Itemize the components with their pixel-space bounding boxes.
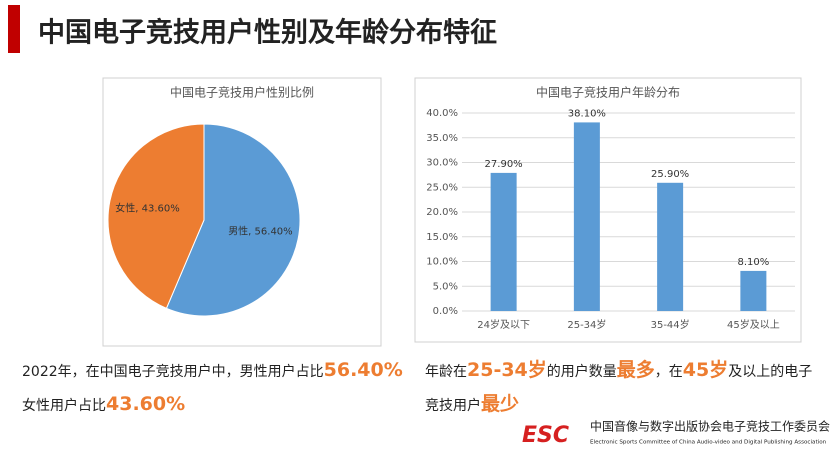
- y-tick-label: 0.0%: [433, 306, 458, 317]
- x-tick-label: 35-44岁: [651, 318, 690, 331]
- bar: [573, 122, 600, 311]
- pie-slice: [165, 123, 301, 317]
- data-label: 38.10%: [568, 108, 606, 119]
- y-tick-label: 25.0%: [426, 182, 458, 193]
- logo: ESC: [522, 423, 569, 448]
- caption-line: 竞技用户最少: [425, 388, 812, 422]
- y-tick-label: 40.0%: [426, 108, 458, 119]
- highlight-text: 56.40%: [323, 359, 403, 381]
- data-label: 8.10%: [737, 257, 769, 268]
- y-tick-label: 30.0%: [426, 158, 458, 169]
- data-label: 男性, 56.40%: [228, 225, 293, 238]
- y-tick-label: 20.0%: [426, 207, 458, 218]
- highlight-text: 最多: [616, 359, 655, 381]
- caption-text: 的用户数量: [546, 364, 617, 380]
- bar: [657, 182, 684, 311]
- x-tick-label: 24岁及以下: [477, 318, 530, 331]
- caption-text: 年龄在: [425, 364, 467, 380]
- data-label: 女性, 43.60%: [115, 201, 180, 214]
- pie-slice: [107, 123, 205, 309]
- bar: [740, 270, 767, 311]
- pie-frame: [102, 77, 382, 347]
- caption-text: 2022年，在中国电子竞技用户中，男性用户占比: [22, 364, 324, 380]
- org-english: Electronic Sports Committee of China Aud…: [590, 440, 827, 446]
- highlight-text: 最少: [481, 393, 520, 415]
- bar: [490, 172, 517, 311]
- slide-title: 中国电子竞技用户性别及年龄分布特征: [38, 17, 497, 49]
- caption-line: 2022年，在中国电子竞技用户中，男性用户占比56.40%: [22, 354, 403, 388]
- x-tick-label: 25-34岁: [567, 318, 606, 331]
- y-tick-label: 35.0%: [426, 133, 458, 144]
- caption-text: 竞技用户: [425, 398, 481, 414]
- y-tick-label: 10.0%: [426, 257, 458, 268]
- y-tick-label: 15.0%: [426, 232, 458, 243]
- bar-frame: [414, 77, 802, 343]
- title-bar: [8, 5, 20, 53]
- caption-left: 2022年，在中国电子竞技用户中，男性用户占比56.40% 女性用户占比43.60…: [22, 354, 403, 422]
- caption-line: 女性用户占比43.60%: [22, 388, 403, 422]
- caption-text: 及以上的电子: [728, 364, 813, 380]
- highlight-text: 45岁: [682, 359, 729, 381]
- highlight-text: 43.60%: [106, 393, 186, 415]
- y-tick-label: 5.0%: [433, 281, 458, 292]
- caption-text: ，在: [654, 364, 683, 380]
- chart-title: 中国电子竞技用户年龄分布: [536, 85, 680, 100]
- data-label: 25.90%: [651, 169, 689, 180]
- caption-line: 年龄在25-34岁的用户数量最多，在45岁及以上的电子: [425, 354, 812, 388]
- caption-right: 年龄在25-34岁的用户数量最多，在45岁及以上的电子 竞技用户最少: [425, 354, 812, 422]
- org-name: 中国音像与数字出版协会电子竞技工作委员会: [590, 419, 830, 434]
- caption-text: 女性用户占比: [22, 398, 106, 414]
- highlight-text: 25-34岁: [467, 359, 547, 381]
- x-tick-label: 45岁及以上: [727, 318, 780, 331]
- data-label: 27.90%: [485, 159, 523, 170]
- chart-title: 中国电子竞技用户性别比例: [170, 85, 314, 100]
